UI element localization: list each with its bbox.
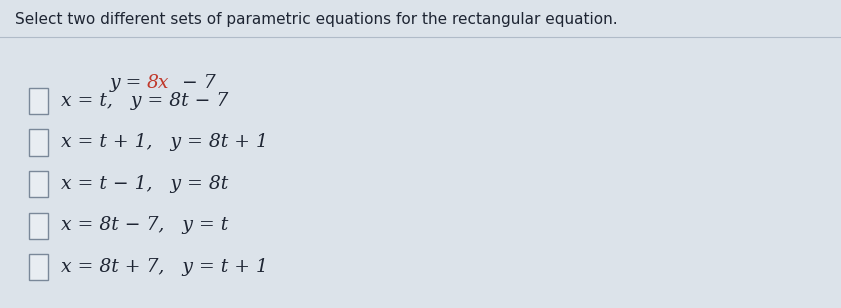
- Text: − 7: − 7: [176, 74, 215, 92]
- Text: x = t − 1,   y = 8t: x = t − 1, y = 8t: [61, 175, 229, 193]
- Text: 8x: 8x: [147, 74, 170, 92]
- Bar: [29, 171, 48, 197]
- Text: x = t,   y = 8t − 7: x = t, y = 8t − 7: [61, 92, 229, 110]
- Bar: [29, 88, 48, 114]
- Bar: [29, 213, 48, 239]
- Text: x = 8t + 7,   y = t + 1: x = 8t + 7, y = t + 1: [61, 258, 268, 276]
- Text: Select two different sets of parametric equations for the rectangular equation.: Select two different sets of parametric …: [15, 12, 618, 27]
- Text: x = 8t − 7,   y = t: x = 8t − 7, y = t: [61, 217, 229, 234]
- Bar: [29, 129, 48, 156]
- Text: x = t + 1,   y = 8t + 1: x = t + 1, y = 8t + 1: [61, 133, 268, 151]
- Bar: [29, 254, 48, 280]
- Text: y =: y =: [109, 74, 148, 92]
